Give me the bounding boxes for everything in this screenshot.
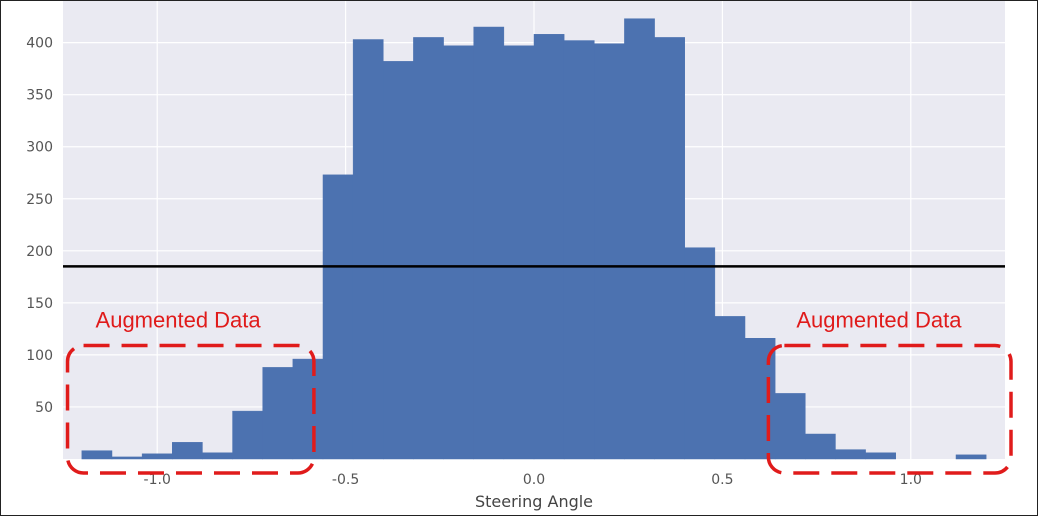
- x-axis-ticks: -1.0 -0.5 0.0 0.5 1.0: [144, 472, 922, 488]
- histogram-bar: [654, 37, 685, 460]
- x-tick-label: 0.0: [523, 472, 545, 488]
- histogram-bar: [111, 456, 143, 460]
- y-tick-label: 100: [26, 348, 53, 364]
- histogram-bar: [141, 453, 173, 460]
- histogram-bars: [81, 18, 987, 460]
- histogram-bar: [624, 18, 655, 460]
- histogram-bar: [262, 367, 294, 460]
- histogram-bar: [805, 433, 836, 460]
- y-tick-label: 250: [26, 192, 53, 208]
- histogram-bar: [533, 34, 565, 460]
- y-tick-label: 200: [26, 244, 53, 260]
- histogram-bar: [563, 40, 595, 460]
- histogram-bar: [322, 174, 354, 460]
- histogram-bar: [202, 452, 233, 460]
- y-tick-label: 400: [26, 36, 53, 52]
- histogram-bar: [172, 442, 203, 460]
- y-tick-label: 150: [26, 296, 53, 312]
- histogram-bar: [443, 45, 474, 460]
- augmented-region-box: [766, 343, 1013, 475]
- augmented-data-label: Augmented Data: [96, 308, 262, 333]
- histogram-bar: [383, 61, 414, 460]
- y-tick-label: 300: [26, 140, 53, 156]
- histogram-bar: [413, 37, 444, 460]
- augmented-data-label: Augmented Data: [796, 308, 962, 333]
- histogram-bar: [503, 45, 535, 460]
- x-tick-label: 0.5: [711, 472, 733, 488]
- histogram-bar: [684, 247, 716, 460]
- x-axis-label: Steering Angle: [475, 492, 593, 511]
- annotations: Augmented Data Augmented Data: [65, 308, 1013, 475]
- y-axis-ticks: 50 100 150 200 250 300 350 400: [26, 36, 53, 416]
- histogram-bar: [232, 410, 263, 460]
- y-tick-label: 350: [26, 88, 53, 104]
- histogram-bar: [473, 26, 505, 460]
- histogram-bar: [714, 316, 746, 460]
- histogram-bar: [352, 39, 384, 460]
- histogram-bar: [835, 449, 866, 460]
- histogram-bar: [594, 43, 625, 460]
- histogram-bar: [865, 452, 896, 460]
- histogram-bar: [774, 393, 806, 460]
- y-tick-label: 50: [35, 400, 53, 416]
- augmented-region-box: [65, 343, 316, 475]
- histogram-bar: [81, 450, 113, 460]
- histogram-bar: [955, 454, 987, 460]
- x-tick-label: -1.0: [144, 472, 171, 488]
- x-tick-label: 1.0: [900, 472, 922, 488]
- histogram-bar: [292, 358, 324, 460]
- x-tick-label: -0.5: [332, 472, 359, 488]
